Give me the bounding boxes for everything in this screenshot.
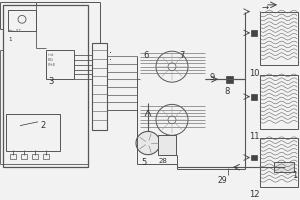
- Text: 5: 5: [141, 158, 146, 167]
- Text: 29: 29: [218, 176, 228, 185]
- Circle shape: [136, 131, 160, 155]
- Text: 6: 6: [143, 51, 148, 60]
- Text: 10: 10: [249, 69, 260, 78]
- Text: 11: 11: [249, 132, 260, 141]
- Bar: [3, 5, 88, 167]
- Bar: [274, 162, 294, 172]
- Text: 7: 7: [179, 51, 184, 60]
- Text: init: init: [48, 53, 55, 57]
- Text: PrtE: PrtE: [48, 63, 56, 67]
- Bar: [92, 43, 107, 130]
- Text: abc-XT: abc-XT: [8, 29, 22, 33]
- Bar: [8, 10, 36, 31]
- Text: 2: 2: [40, 121, 45, 130]
- Bar: [251, 30, 257, 36]
- Bar: [260, 75, 298, 129]
- Bar: [251, 94, 257, 100]
- Bar: [260, 138, 298, 187]
- Bar: [46, 50, 74, 79]
- Bar: [226, 76, 233, 83]
- Text: 28: 28: [159, 158, 168, 164]
- Bar: [10, 154, 16, 159]
- Bar: [32, 154, 38, 159]
- Text: →: →: [262, 3, 269, 12]
- Bar: [6, 114, 60, 151]
- Text: 8: 8: [224, 87, 230, 96]
- Bar: [251, 155, 257, 160]
- Text: 9: 9: [210, 73, 215, 82]
- Text: 1: 1: [8, 37, 11, 42]
- Bar: [158, 135, 176, 155]
- Text: ·: ·: [109, 55, 112, 65]
- Text: ·: ·: [109, 48, 112, 58]
- Bar: [260, 12, 298, 65]
- Bar: [43, 154, 49, 159]
- Text: 12: 12: [249, 190, 260, 199]
- Text: 1: 1: [292, 171, 297, 180]
- Bar: [21, 154, 27, 159]
- Text: 3: 3: [48, 77, 53, 86]
- Text: BG: BG: [48, 58, 54, 62]
